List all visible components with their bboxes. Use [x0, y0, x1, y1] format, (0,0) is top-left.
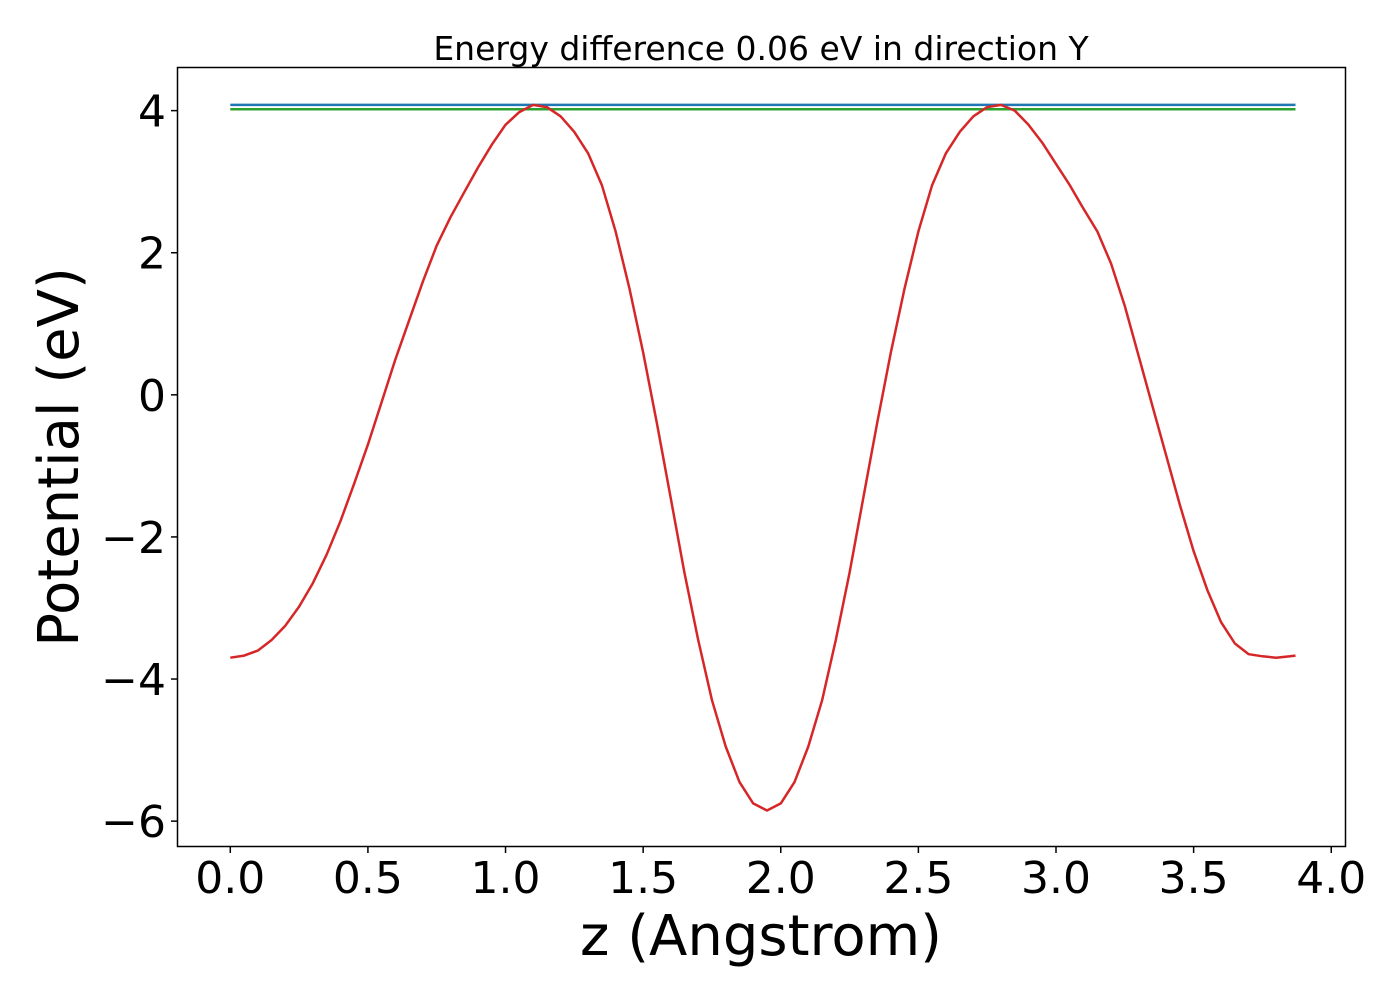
x-tick-label: 0.0	[195, 853, 265, 904]
x-tick-label: 3.5	[1159, 853, 1229, 904]
x-tick-label: 4.0	[1296, 853, 1366, 904]
y-axis-ticks: −6 −4 −2 0 2 4	[101, 87, 178, 848]
y-tick-label: −4	[101, 655, 166, 706]
y-tick-label: 0	[138, 371, 166, 422]
y-tick-label: −2	[101, 513, 166, 564]
x-axis-label: z (Angstrom)	[580, 904, 942, 969]
series-line-3	[230, 103, 1296, 812]
y-tick-label: 4	[138, 87, 166, 138]
x-tick-label: 1.0	[471, 853, 541, 904]
chart-title: Energy difference 0.06 eV in direction Y	[433, 29, 1089, 68]
y-axis-label: Potential (eV)	[27, 267, 92, 647]
y-tick-label: 2	[138, 229, 166, 280]
series-lines	[230, 103, 1296, 812]
y-tick-label: −6	[101, 797, 166, 848]
plot-area	[176, 66, 1347, 848]
x-tick-label: 1.5	[608, 853, 678, 904]
x-tick-label: 3.0	[1021, 853, 1091, 904]
x-tick-label: 2.5	[883, 853, 953, 904]
x-tick-label: 2.0	[746, 853, 816, 904]
x-axis-ticks: 0.0 0.5 1.0 1.5 2.0 2.5 3.0 3.5 4.0	[195, 846, 1366, 904]
x-tick-label: 0.5	[333, 853, 403, 904]
